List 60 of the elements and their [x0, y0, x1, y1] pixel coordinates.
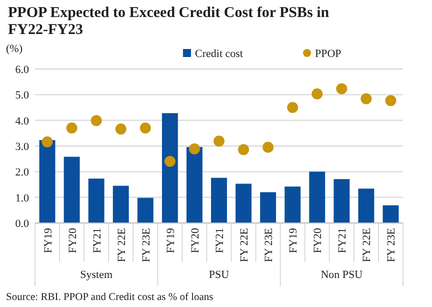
y-tick-label: 2.0 [15, 166, 30, 179]
text: PSU [208, 269, 230, 281]
point [360, 93, 372, 104]
chart-title: PPOP Expected to Exceed Credit Cost for PSBs in FY22-FY23 [8, 5, 330, 38]
point [214, 136, 224, 147]
text: System [80, 269, 113, 281]
point [115, 124, 126, 135]
point [140, 122, 151, 134]
bar [309, 172, 326, 223]
y-tick-label: 6.0 [15, 64, 30, 76]
x-tick-label: FY20 [312, 228, 324, 254]
y-tick-label: 3.0 [15, 141, 30, 153]
x-tick-label: FY19 [288, 228, 300, 254]
x-tick-label: FY 22E [361, 228, 374, 262]
bar [382, 205, 399, 223]
bar [64, 156, 80, 223]
point [42, 136, 53, 148]
legend-label: Credit cost [195, 48, 243, 60]
point [238, 144, 250, 156]
bar [186, 147, 202, 223]
point [90, 115, 102, 126]
bar [211, 178, 227, 223]
bar [334, 179, 350, 223]
y-tick-label: 1.0 [15, 192, 30, 204]
bar [236, 184, 252, 223]
x-tick-label: FY 23E [140, 228, 152, 262]
x-tick-label: FY 22E [238, 228, 251, 262]
point [66, 122, 78, 134]
x-tick-label: FY 22E [116, 228, 128, 262]
point [287, 102, 298, 113]
y-tick-label: 5.0 [15, 90, 30, 102]
x-tick-label: FY19 [164, 228, 177, 254]
x-tick-label: FY21 [336, 228, 349, 254]
x-tick-label: FY21 [214, 228, 226, 254]
bar [88, 178, 104, 223]
x-tick-label: FY20 [66, 228, 79, 254]
y-tick-label: 0.0 [15, 218, 30, 230]
x-tick-label: FY 23E [263, 228, 276, 262]
legend-label: PPOP [315, 48, 342, 60]
bar [162, 113, 178, 223]
bar [137, 198, 154, 223]
point [312, 88, 323, 100]
bar [112, 186, 129, 223]
bar [284, 186, 301, 223]
point [188, 143, 200, 154]
x-tick-label: FY20 [189, 228, 202, 254]
point [164, 156, 176, 167]
point [336, 83, 348, 94]
y-axis-title: (%) [6, 43, 23, 55]
x-tick-label: FY 23E [386, 228, 398, 262]
text: Non PSU [320, 269, 363, 281]
y-tick-label: 4.0 [15, 115, 30, 128]
bar [260, 192, 276, 223]
x-tick-label: FY21 [91, 228, 104, 254]
source-note: Source: RBI. PPOP and Credit cost as % of loans [6, 292, 214, 303]
point [385, 95, 396, 106]
bar [39, 140, 56, 223]
point [262, 142, 274, 153]
bar [358, 188, 374, 223]
x-tick-label: FY19 [42, 228, 54, 254]
